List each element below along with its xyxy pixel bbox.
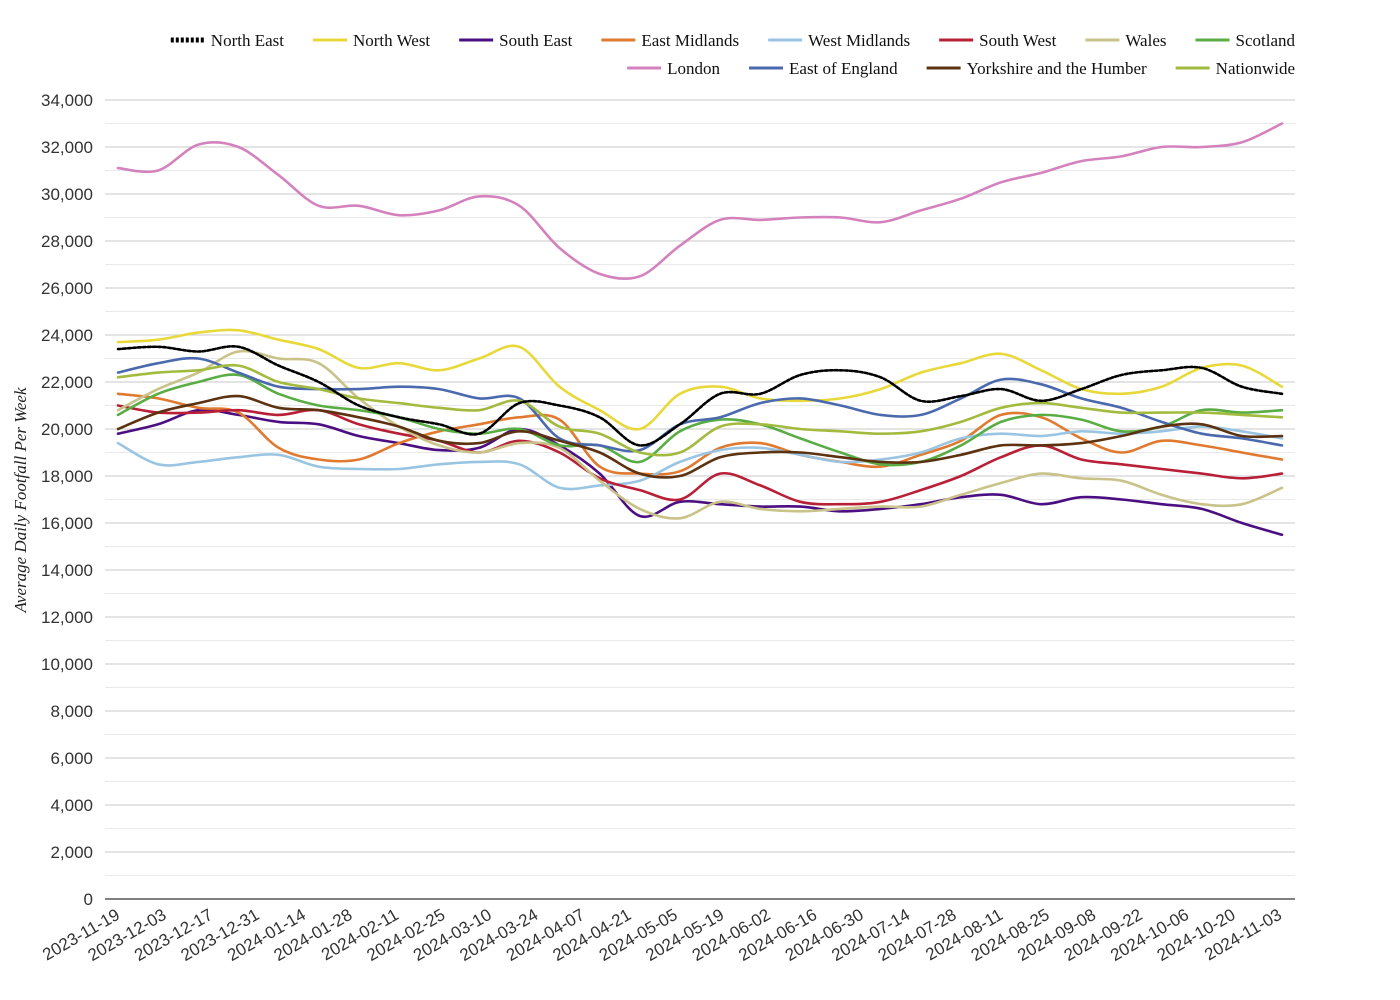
- legend-item-east-of-england: East of England: [749, 59, 898, 78]
- y-tick-label: 24,000: [41, 326, 93, 345]
- legend-item-yorkshire-and-the-humber: Yorkshire and the Humber: [926, 59, 1147, 78]
- series-line-north-east: [116, 345, 1284, 447]
- series-line-yorkshire-and-the-humber: [116, 394, 1284, 479]
- y-tick-label: 12,000: [41, 608, 93, 627]
- legend-label: South East: [499, 31, 572, 50]
- series-lines: [116, 122, 1284, 537]
- legend-item-north-west: North West: [312, 31, 430, 50]
- y-tick-label: 14,000: [41, 561, 93, 580]
- x-axis-ticks: 2023-11-192023-12-032023-12-172023-12-31…: [39, 905, 1285, 965]
- legend-item-north-east: North East: [170, 31, 284, 50]
- y-tick-label: 34,000: [41, 91, 93, 110]
- series-line-scotland: [116, 373, 1284, 467]
- y-tick-label: 0: [84, 890, 93, 909]
- series-line-north-west: [116, 328, 1284, 431]
- legend-item-london: London: [627, 59, 721, 78]
- series-line-west-midlands: [116, 425, 1284, 491]
- legend-label: Yorkshire and the Humber: [967, 59, 1147, 78]
- legend-label: West Midlands: [808, 31, 910, 50]
- legend-label: North West: [353, 31, 430, 50]
- legend-label: South West: [979, 31, 1056, 50]
- legend-label: East of England: [789, 59, 898, 78]
- legend-item-south-east: South East: [459, 31, 573, 50]
- y-tick-label: 4,000: [50, 796, 93, 815]
- legend-item-west-midlands: West Midlands: [768, 31, 910, 50]
- y-tick-label: 32,000: [41, 138, 93, 157]
- legend-label: North East: [211, 31, 284, 50]
- legend-label: London: [667, 59, 720, 78]
- y-tick-label: 30,000: [41, 185, 93, 204]
- y-tick-label: 18,000: [41, 467, 93, 486]
- series-line-wales: [116, 349, 1284, 520]
- y-tick-label: 26,000: [41, 279, 93, 298]
- legend-label: Scotland: [1236, 31, 1296, 50]
- y-axis-ticks: 0 2,000 4,000 6,000 8,000 10,000 12,000 14,000 1…: [41, 91, 93, 909]
- y-tick-label: 20,000: [41, 420, 93, 439]
- legend-label: Nationwide: [1216, 59, 1295, 78]
- y-axis-title: Average Daily Footfall Per Week: [11, 387, 30, 613]
- legend-label: Wales: [1125, 31, 1166, 50]
- series-line-east-midlands: [116, 392, 1284, 476]
- y-tick-label: 2,000: [50, 843, 93, 862]
- y-tick-label: 6,000: [50, 749, 93, 768]
- series-line-nationwide: [116, 363, 1284, 457]
- y-tick-label: 16,000: [41, 514, 93, 533]
- y-tick-label: 28,000: [41, 232, 93, 251]
- series-line-london: [116, 122, 1284, 281]
- legend-item-east-midlands: East Midlands: [601, 31, 739, 50]
- y-tick-label: 22,000: [41, 373, 93, 392]
- legend: North East North West South East East Midla…: [170, 31, 1296, 78]
- legend-item-wales: Wales: [1085, 31, 1167, 50]
- series-line-south-east: [116, 408, 1284, 537]
- y-tick-label: 8,000: [50, 702, 93, 721]
- legend-item-south-west: South West: [939, 31, 1057, 50]
- y-tick-label: 10,000: [41, 655, 93, 674]
- legend-item-nationwide: Nationwide: [1175, 59, 1295, 78]
- legend-item-scotland: Scotland: [1195, 31, 1296, 50]
- legend-label: East Midlands: [641, 31, 739, 50]
